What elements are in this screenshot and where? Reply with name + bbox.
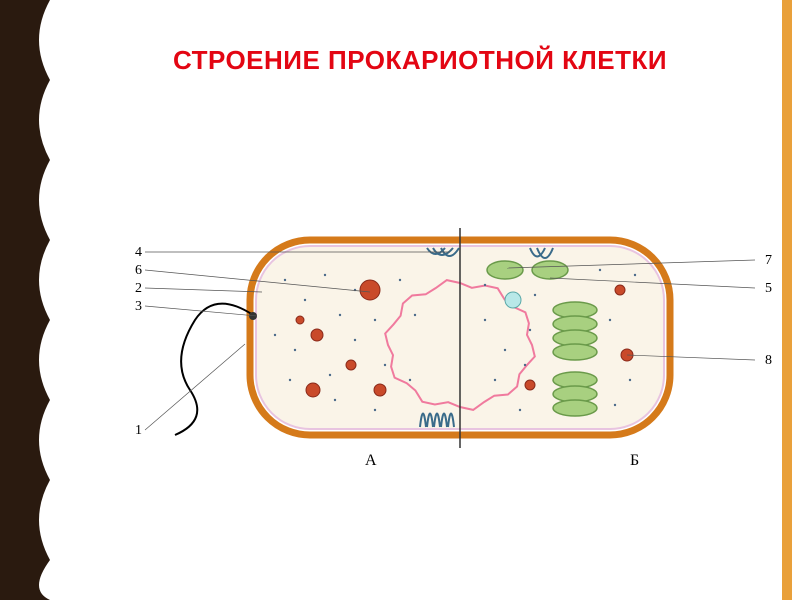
svg-text:2: 2 [135,281,142,296]
svg-text:3: 3 [135,299,142,314]
flagellum [175,304,253,435]
cell-diagram-svg: 4 6 2 3 1 7 5 8 А Б [75,220,775,475]
left-border-decoration [0,0,60,600]
svg-text:4: 4 [135,245,142,260]
svg-text:6: 6 [135,263,142,278]
svg-text:1: 1 [135,423,142,438]
section-label-a: А [365,452,377,469]
slide-title: СТРОЕНИЕ ПРОКАРИОТНОЙ КЛЕТКИ [60,45,780,76]
gas-vacuole [505,292,521,308]
svg-text:5: 5 [765,281,772,296]
svg-text:8: 8 [765,353,772,368]
cell-diagram: 4 6 2 3 1 7 5 8 А Б [75,220,775,475]
right-border-decoration [782,0,792,600]
svg-text:7: 7 [765,253,772,268]
section-label-b: Б [630,452,639,469]
